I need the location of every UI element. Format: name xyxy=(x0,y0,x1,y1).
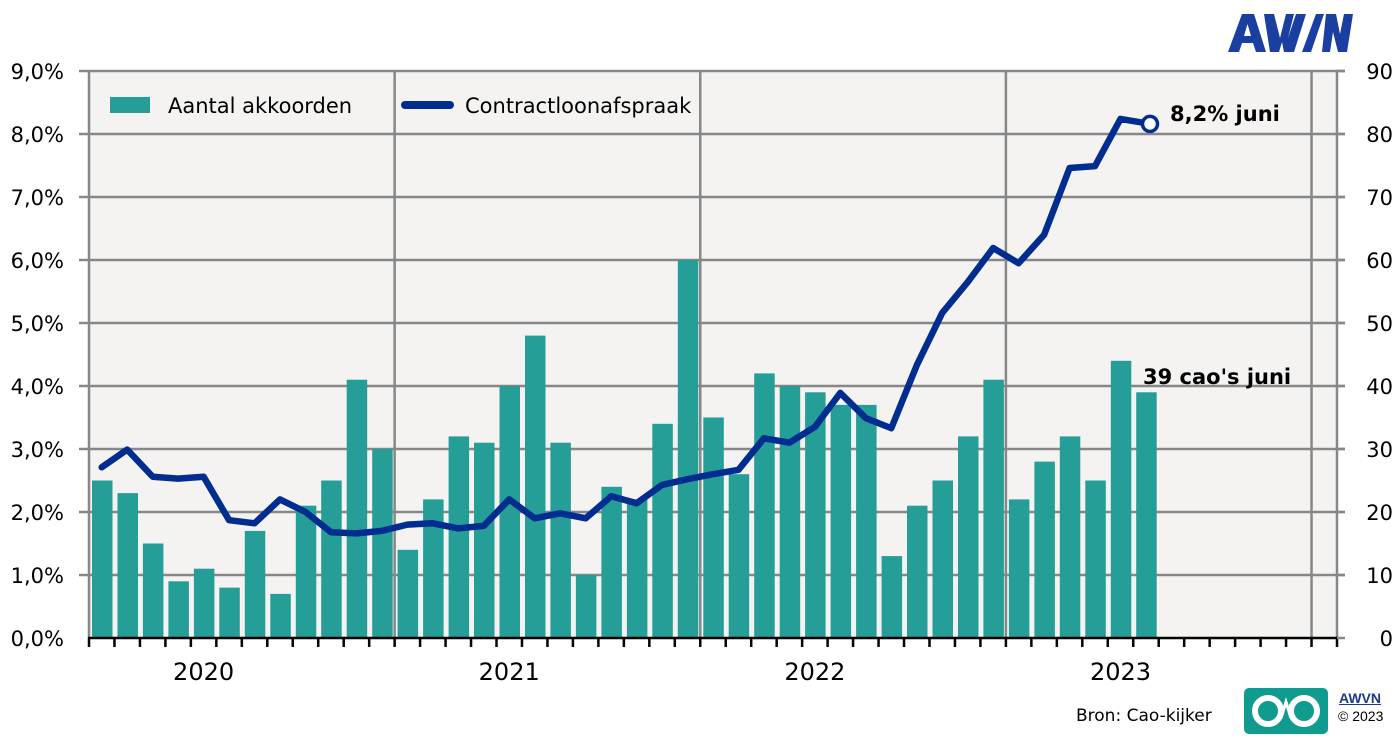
bar xyxy=(626,499,648,638)
right-tick-label: 70 xyxy=(1366,186,1393,210)
right-tick-label: 50 xyxy=(1366,312,1393,336)
bar xyxy=(907,505,928,638)
year-label: 2020 xyxy=(173,658,234,686)
legend: Aantal akkoorden Contractloonafspraak xyxy=(110,94,692,118)
legend-swatch-bars xyxy=(110,97,150,113)
left-tick-label: 7,0% xyxy=(11,186,64,210)
bar xyxy=(779,386,801,638)
bar xyxy=(830,404,852,638)
right-tick-label: 0 xyxy=(1380,627,1393,651)
bar xyxy=(397,549,419,638)
bar xyxy=(423,499,444,638)
left-tick-label: 8,0% xyxy=(11,123,64,147)
annotations: 8,2% juni 39 cao's juni xyxy=(1143,102,1291,389)
legend-label-bars: Aantal akkoorden xyxy=(168,94,352,118)
bar xyxy=(193,568,215,638)
bar xyxy=(448,436,470,638)
bar xyxy=(372,449,393,638)
bar xyxy=(117,493,138,638)
legend-label-line: Contractloonafspraak xyxy=(465,94,692,118)
bar xyxy=(525,335,546,638)
bar xyxy=(244,530,266,638)
year-label: 2021 xyxy=(479,658,540,686)
right-tick-label: 20 xyxy=(1366,501,1393,525)
left-axis-labels: 0,0% 1,0% 2,0% 3,0% 4,0% 5,0% 6,0% 7,0% 8,0% 9,0% xyxy=(11,60,64,651)
bar xyxy=(932,480,953,638)
bar xyxy=(856,404,877,638)
annotation-bar-value: 39 cao's juni xyxy=(1143,365,1291,389)
bar xyxy=(575,575,597,638)
line-series xyxy=(98,114,1160,537)
awvn-small-link[interactable]: AWVN xyxy=(1339,690,1381,706)
bar xyxy=(295,505,317,638)
left-tick-label: 6,0% xyxy=(11,249,64,273)
bar xyxy=(1110,360,1132,638)
bar xyxy=(983,379,1004,638)
bar xyxy=(346,379,368,638)
right-tick-label: 40 xyxy=(1366,375,1393,399)
annotation-line-value: 8,2% juni xyxy=(1170,102,1280,126)
bar xyxy=(1008,499,1030,638)
last-point-marker xyxy=(1140,114,1160,134)
right-tick-label: 60 xyxy=(1366,249,1393,273)
bar xyxy=(142,543,164,638)
bar xyxy=(677,260,699,638)
right-tick-label: 90 xyxy=(1366,60,1393,84)
left-tick-label: 2,0% xyxy=(11,501,64,525)
bar xyxy=(219,587,240,638)
bar-series xyxy=(92,260,1157,638)
left-tick-label: 5,0% xyxy=(11,312,64,336)
left-tick-label: 0,0% xyxy=(11,627,64,651)
awvn-logo xyxy=(1228,14,1353,52)
copyright: © 2023 xyxy=(1338,708,1384,724)
axes xyxy=(87,69,1345,647)
year-label: 2023 xyxy=(1090,658,1151,686)
left-tick-label: 9,0% xyxy=(11,60,64,84)
bar xyxy=(1085,480,1106,638)
bar xyxy=(728,474,750,638)
bar xyxy=(601,486,622,638)
bar xyxy=(958,436,979,638)
bar xyxy=(550,442,571,638)
right-tick-label: 30 xyxy=(1366,438,1393,462)
bar xyxy=(703,417,724,638)
bar xyxy=(805,392,826,638)
bar xyxy=(92,480,113,638)
x-axis-labels: 2020 2021 2022 2023 xyxy=(173,658,1151,686)
right-tick-label: 10 xyxy=(1366,564,1393,588)
bar xyxy=(321,480,342,638)
line-path xyxy=(98,115,1154,537)
year-label: 2022 xyxy=(784,658,845,686)
right-axis-labels: 0 10 20 30 40 50 60 70 80 90 xyxy=(1366,60,1393,651)
bar xyxy=(1034,461,1055,638)
bar xyxy=(499,386,520,638)
bar xyxy=(1059,436,1081,638)
bar xyxy=(270,593,291,638)
bar xyxy=(474,442,495,638)
right-tick-label: 80 xyxy=(1366,123,1393,147)
bar xyxy=(754,373,775,638)
left-tick-label: 4,0% xyxy=(11,375,64,399)
bar xyxy=(881,556,903,638)
cao-kijker-logo xyxy=(1244,688,1328,734)
left-tick-label: 1,0% xyxy=(11,564,64,588)
left-tick-label: 3,0% xyxy=(11,438,64,462)
bar xyxy=(168,581,189,638)
bar xyxy=(652,423,673,638)
bar xyxy=(1136,392,1157,638)
source-note: Bron: Cao-kijker xyxy=(1076,706,1212,726)
